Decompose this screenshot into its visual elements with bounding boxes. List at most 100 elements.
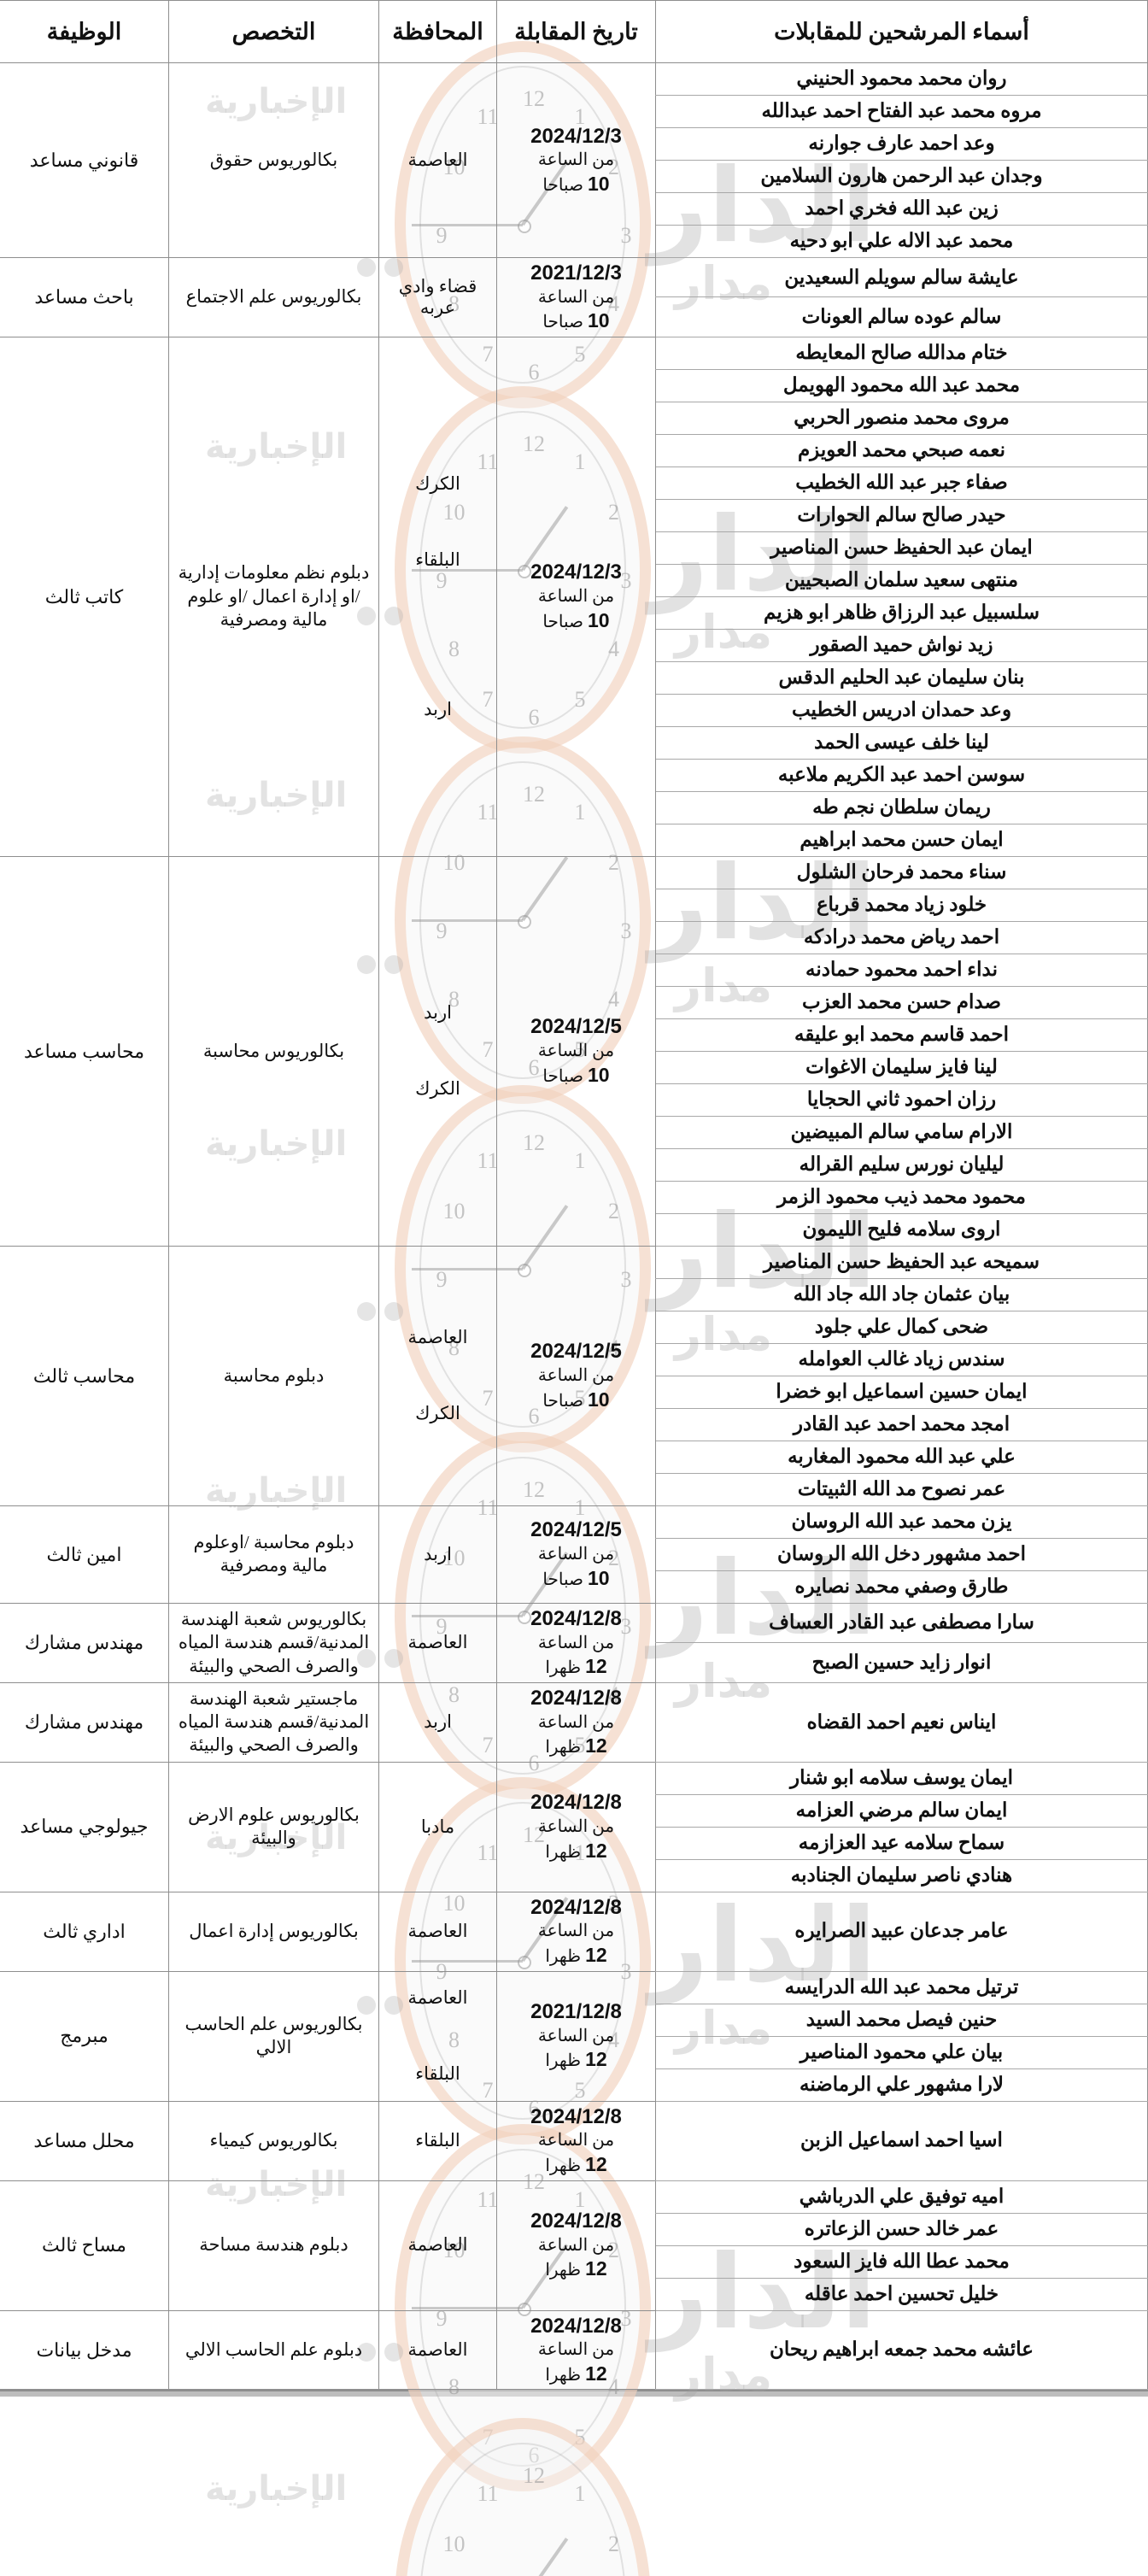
candidate-name-cell: مروى محمد منصور الحربي xyxy=(655,401,1148,435)
table-row: ريمان سلطان نجم طه xyxy=(0,790,1148,824)
governorate-cell: قضاء وادي عربه xyxy=(378,257,497,337)
table-row: عامر جدعان عبيد الصرايره 2024/12/8 من السا… xyxy=(0,1891,1148,1972)
interview-from-label: من الساعة xyxy=(537,2340,615,2360)
interview-period: ظهرا xyxy=(545,1658,586,1678)
specialty-cell: بكالوريوس إدارة اعمال xyxy=(168,1891,379,1972)
table-row: ايمان عبد الحفيظ حسن المناصير xyxy=(0,531,1148,565)
interview-date-cell: 2024/12/8 من الساعة 12 ظهرا xyxy=(496,2100,656,2181)
interview-from-label: من الساعة xyxy=(537,587,615,607)
specialty-cell: ماجستير شعبة الهندسة المدنية/قسم هندسة ا… xyxy=(168,1681,379,1763)
interview-date: 2024/12/8 xyxy=(530,1895,622,1919)
table-row: خلود زياد محمد قرباع xyxy=(0,888,1148,922)
candidate-name-cell: لينا خلف عيسى الحمد xyxy=(655,725,1148,760)
interview-time: 10 صباحا xyxy=(502,308,650,334)
table-row: ختام مدالله صالح المعايطه 2024/12/3 من الس… xyxy=(0,336,1148,857)
specialty-cell: دبلوم نظم معلومات إدارية /او إدارة اعمال… xyxy=(168,336,379,857)
governorate-value: العاصمة xyxy=(407,1921,468,1942)
clock-number: 11 xyxy=(477,2481,499,2507)
interview-date: 2024/12/3 xyxy=(530,560,622,584)
governorate-value: العاصمة xyxy=(407,1327,468,1348)
specialty-cell: دبلوم محاسبة /اوعلوم مالية ومصرفية xyxy=(168,1505,379,1604)
candidate-name-cell: عايشة سالم سويلم السعيدين xyxy=(655,256,1148,298)
interview-hour: 12 xyxy=(585,1655,607,1678)
interview-hour: 10 xyxy=(587,1388,610,1411)
specialty-cell: دبلوم محاسبة xyxy=(168,1245,379,1506)
interview-hour: 10 xyxy=(587,608,610,631)
governorate-value: قضاء وادي عربه xyxy=(398,275,477,318)
interview-period: ظهرا xyxy=(545,1842,586,1862)
candidate-name-cell: عمر نصوح مد الله الثبيتات xyxy=(655,1472,1148,1506)
candidate-name-cell: ليليان نورس سليم القراله xyxy=(655,1147,1148,1182)
candidate-name-cell: لارا مشهور علي الرماضنه xyxy=(655,2068,1148,2102)
job-title-cell: اداري ثالث xyxy=(0,1891,169,1972)
interview-date: 2024/12/8 xyxy=(530,2314,622,2338)
table-row: عمر نصوح مد الله الثبيتات xyxy=(0,1472,1148,1506)
interview-date: 2024/12/5 xyxy=(530,1340,622,1364)
table-row: اسيا احمد اسماعيل الزبن 2024/12/8 من الساع… xyxy=(0,2100,1148,2181)
candidate-name-cell: ضحى كمال علي جلود xyxy=(655,1310,1148,1344)
table-row: يزن محمد عبد الله الروسان 2024/12/5 من الس… xyxy=(0,1505,1148,1604)
job-title-cell: جيولوجي مساعد xyxy=(0,1761,169,1892)
clock-number: 6 xyxy=(528,2443,540,2467)
interview-from-label: من الساعة xyxy=(537,1042,615,1061)
interview-date: 2024/12/8 xyxy=(530,2104,622,2128)
candidate-name-cell: ايمان عبد الحفيظ حسن المناصير xyxy=(655,531,1148,565)
interview-hour: 10 xyxy=(587,1063,610,1086)
candidate-name-cell: طارق وصفي محمد نصايره xyxy=(655,1570,1148,1604)
candidate-name-cell: سناء محمد فرحان الشلول xyxy=(655,855,1148,889)
column-header-date: تاريخ المقابلة xyxy=(496,0,656,63)
interview-time: 10 صباحا xyxy=(502,608,650,634)
clock-number: 5 xyxy=(574,2424,586,2450)
interview-date-cell: 2024/12/8 من الساعة 12 ظهرا xyxy=(496,1891,656,1972)
interview-from-label: من الساعة xyxy=(537,1633,615,1652)
table-row: روان محمد محمود الحنيني 2024/12/3 من الساع… xyxy=(0,62,1148,258)
interview-hour: 12 xyxy=(585,2152,607,2175)
interview-date-cell: 2021/12/8 من الساعة 12 ظهرا xyxy=(496,1970,656,2102)
interview-hour: 12 xyxy=(585,1839,607,1862)
governorate-value: العاصمة xyxy=(407,149,468,170)
governorate-value: مادبا xyxy=(420,1816,455,1837)
interview-period: صباحا xyxy=(542,175,588,195)
candidate-name-cell: علي عبد الله محمود المغاربه xyxy=(655,1440,1148,1474)
job-title-cell: قانوني مساعد xyxy=(0,62,169,258)
governorate-value: العاصمة xyxy=(407,1986,468,2008)
governorate-cell: العاصمة xyxy=(378,1602,497,1683)
job-title-cell: مبرمج xyxy=(0,1970,169,2102)
table-row: نعمه صبحي محمد العويزم xyxy=(0,433,1148,467)
candidate-name-cell: لينا فايز سليمان الاغوات xyxy=(655,1050,1148,1084)
governorate-value: العاصمة xyxy=(407,1632,468,1653)
candidate-name-cell: رزان احمود ثاني الحجايا xyxy=(655,1083,1148,1117)
candidates-table: أسماء المرشحين للمقابلات تاريخ المقابلة … xyxy=(0,0,1148,2391)
candidate-name-cell: نداء احمد محمود حمادنه xyxy=(655,953,1148,987)
job-title-cell: محاسب مساعد xyxy=(0,855,169,1247)
akhbar-watermark: الإخبارية xyxy=(205,2470,348,2508)
clock-number: 12 xyxy=(523,2463,545,2488)
candidate-name-cell: محمد عطا الله فايز السعود xyxy=(655,2244,1148,2279)
candidate-name-cell: وعد حمدان ادريس الخطيب xyxy=(655,693,1148,727)
governorate-cell: الكرك البلقاء اربد xyxy=(378,336,497,857)
interview-from-label: من الساعة xyxy=(537,1366,615,1386)
table-row: ترتيل محمد عبد الله الدرايسه 2021/12/8 من … xyxy=(0,1970,1148,2102)
governorate-value: العاصمة xyxy=(407,2338,468,2360)
table-row: بيان علي محمود المناصير xyxy=(0,2035,1148,2069)
table-row: ايمان حسن محمد ابراهيم xyxy=(0,823,1148,857)
interview-date-cell: 2024/12/5 من الساعة 10 صباحا xyxy=(496,1245,656,1506)
interview-period: ظهرا xyxy=(545,2365,586,2385)
specialty-cell: بكالوريوس علوم الارض والبيئة xyxy=(168,1761,379,1892)
candidate-name-cell: محمود محمد ذيب محمود الزمر xyxy=(655,1180,1148,1214)
table-row: ايناس نعيم احمد القضاه 2024/12/8 من الساعة… xyxy=(0,1681,1148,1763)
candidate-name-cell: بيان علي محمود المناصير xyxy=(655,2035,1148,2069)
candidate-name-cell: حيدر صالح سالم الحوارات xyxy=(655,498,1148,532)
candidate-name-cell: الارام سامي سالم المبيضين xyxy=(655,1115,1148,1149)
specialty-cell: بكالوريوس كيمياء xyxy=(168,2100,379,2181)
header-row: أسماء المرشحين للمقابلات تاريخ المقابلة … xyxy=(0,0,1148,63)
column-header-governorate: المحافظة xyxy=(378,0,497,63)
table-row: لينا خلف عيسى الحمد xyxy=(0,725,1148,760)
candidate-name-cell: خلود زياد محمد قرباع xyxy=(655,888,1148,922)
table-row: طارق وصفي محمد نصايره xyxy=(0,1570,1148,1604)
interview-hour: 10 xyxy=(587,1566,610,1589)
governorate-cell: العاصمة الكرك xyxy=(378,1245,497,1506)
specialty-cell: دبلوم علم الحاسب الالي xyxy=(168,2309,379,2391)
table-row: سوسن احمد عبد الكريم ملاعبه xyxy=(0,758,1148,792)
